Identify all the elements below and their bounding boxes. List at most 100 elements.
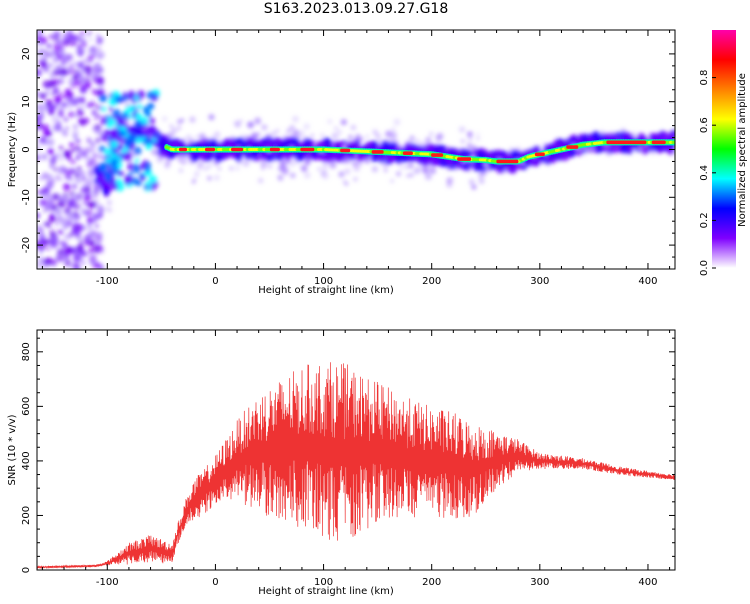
- core-peak: [496, 159, 519, 164]
- cloud-blob: [189, 116, 196, 123]
- band-blob: [307, 153, 313, 159]
- noise-blob: [74, 202, 82, 211]
- cloud-blob: [406, 174, 410, 178]
- spectrogram-ytick-label: 10: [21, 95, 32, 108]
- noise-blob: [40, 60, 48, 68]
- noise-blob: [74, 138, 80, 144]
- noise-blob: [51, 154, 58, 160]
- band-blob: [424, 158, 431, 165]
- spectrogram-ylabel: Frequency (Hz): [7, 112, 18, 188]
- cloud-blob: [396, 171, 401, 177]
- cloud-blob: [468, 137, 473, 142]
- band-blob: [199, 153, 206, 159]
- burst-blob: [117, 143, 124, 151]
- noise-blob: [56, 193, 61, 197]
- noise-blob: [38, 104, 47, 112]
- noise-blob: [84, 186, 91, 192]
- burst-blob: [143, 184, 149, 190]
- noise-blob: [70, 249, 75, 254]
- cloud-blob: [177, 157, 182, 162]
- noise-blob: [84, 81, 92, 89]
- noise-blob: [54, 96, 62, 104]
- snr-line: [37, 362, 675, 570]
- cloud-blob: [177, 126, 181, 130]
- noise-blob: [89, 254, 97, 263]
- burst-blob: [110, 136, 116, 142]
- noise-blob: [43, 50, 48, 55]
- cloud-blob: [234, 165, 240, 171]
- band-blob: [596, 144, 603, 151]
- noise-blob: [64, 200, 68, 204]
- core-peak: [606, 140, 647, 145]
- noise-blob: [94, 198, 100, 203]
- spectrogram-ytick-label: 0: [21, 146, 32, 152]
- band-blob: [292, 151, 299, 158]
- cloud-blob: [322, 168, 327, 174]
- band-blob: [343, 156, 349, 161]
- cloud-blob: [213, 174, 220, 181]
- noise-blob: [56, 102, 60, 106]
- burst-blob: [140, 116, 149, 125]
- cloud-blob: [289, 125, 295, 131]
- noise-blob: [48, 225, 52, 229]
- noise-blob: [63, 242, 68, 247]
- core-peak: [402, 151, 413, 156]
- cloud-blob: [460, 138, 465, 144]
- cloud-blob: [421, 166, 429, 173]
- band-blob: [653, 144, 660, 152]
- noise-blob: [43, 239, 49, 246]
- noise-blob: [66, 67, 71, 72]
- noise-blob: [63, 150, 72, 159]
- noise-blob: [46, 246, 52, 251]
- core-peak: [269, 147, 280, 152]
- cloud-blob: [194, 171, 200, 177]
- noise-blob: [62, 35, 69, 42]
- noise-blob: [92, 218, 97, 223]
- noise-blob: [62, 66, 67, 70]
- burst-blob: [110, 183, 119, 191]
- noise-blob: [71, 183, 78, 189]
- burst-blob: [121, 92, 128, 98]
- band-blob: [602, 144, 609, 151]
- band-blob: [251, 154, 257, 160]
- cloud-blob: [407, 137, 415, 145]
- noise-blob: [71, 226, 80, 235]
- noise-blob: [94, 223, 99, 229]
- burst-blob: [123, 175, 133, 185]
- noise-blob: [87, 171, 95, 179]
- noise-blob: [88, 240, 96, 247]
- noise-blob: [83, 234, 88, 239]
- core-peak: [457, 157, 472, 161]
- cloud-blob: [214, 162, 219, 166]
- cloud-blob: [185, 158, 189, 162]
- band-blob: [544, 143, 551, 150]
- band-blob: [232, 138, 239, 145]
- band-blob: [562, 139, 567, 144]
- noise-blob: [68, 176, 75, 183]
- noise-blob: [56, 54, 63, 61]
- noise-blob: [87, 53, 95, 61]
- noise-blob: [39, 36, 48, 45]
- cloud-blob: [286, 128, 292, 134]
- band-blob: [157, 142, 167, 151]
- noise-blob: [75, 155, 81, 161]
- noise-blob: [96, 79, 104, 87]
- snr-xtick-label: 400: [638, 577, 657, 588]
- cloud-blob: [413, 167, 421, 175]
- noise-blob: [37, 224, 41, 230]
- noise-blob: [48, 79, 56, 88]
- cloud-blob: [409, 172, 414, 178]
- cloud-blob: [176, 118, 183, 125]
- noise-blob: [47, 174, 54, 180]
- noise-blob: [68, 212, 74, 217]
- burst-blob: [145, 142, 153, 150]
- cloud-blob: [213, 131, 221, 138]
- colorbar-tick-label: 0.0: [699, 260, 710, 276]
- band-blob: [148, 127, 156, 136]
- noise-blob: [44, 221, 51, 227]
- noise-blob: [57, 105, 66, 114]
- snr-xtick-label: 100: [314, 577, 333, 588]
- burst-blob: [140, 176, 146, 182]
- noise-blob: [73, 167, 77, 171]
